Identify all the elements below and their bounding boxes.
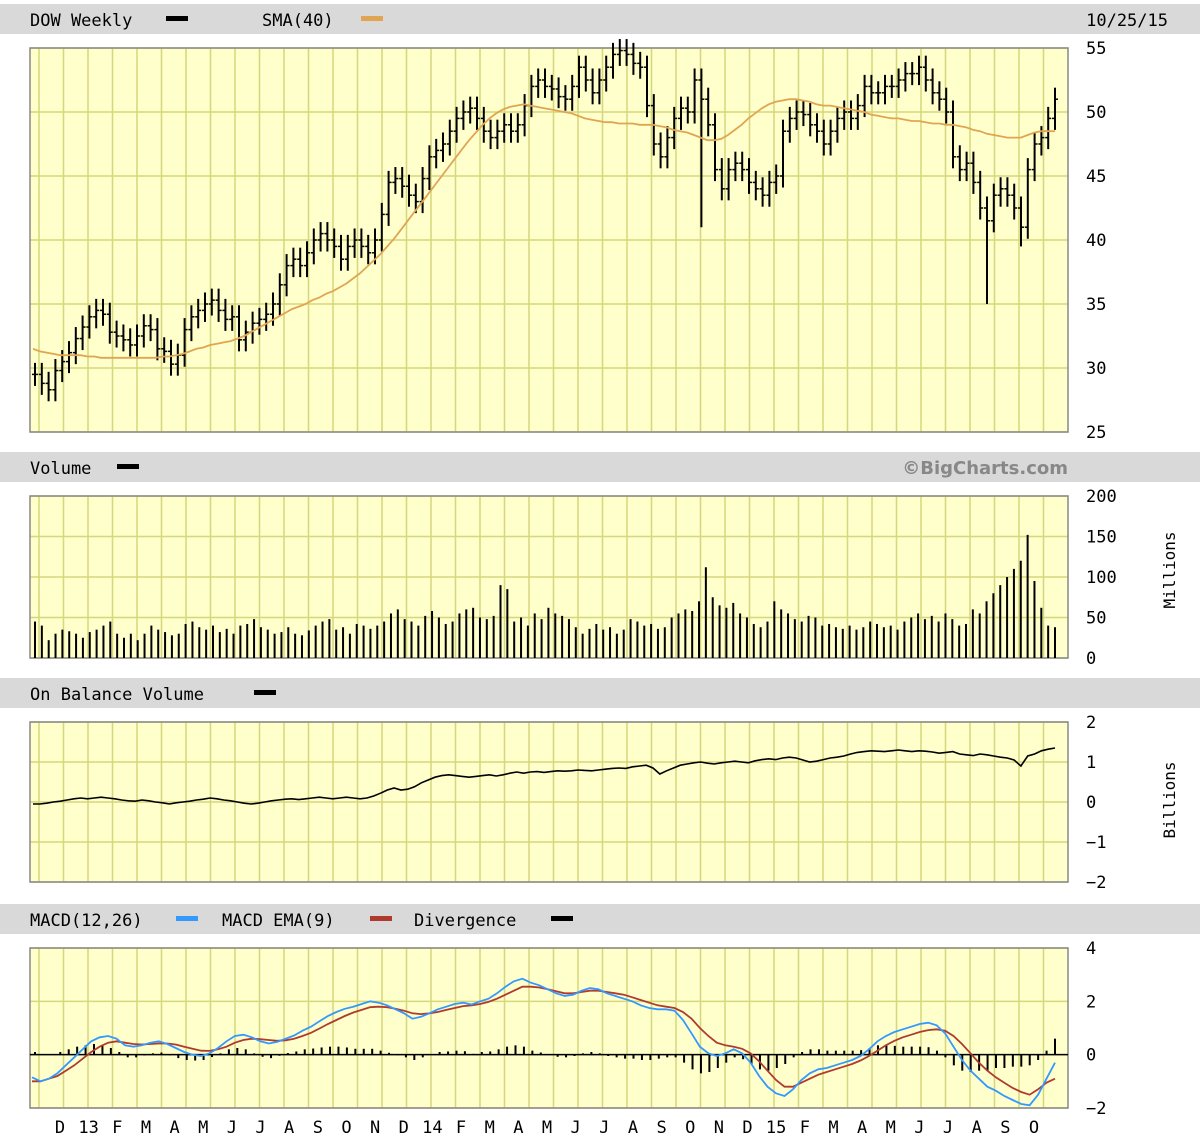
macd-legend-swatch — [176, 916, 198, 921]
x-axis-label: J — [227, 1118, 237, 1138]
obv-y-tick-label: 1 — [1086, 753, 1096, 773]
obv-units-label: Billions — [1160, 761, 1179, 838]
x-axis-label: D — [742, 1118, 752, 1138]
x-axis-label: F — [800, 1118, 810, 1138]
x-axis-label: N — [714, 1118, 724, 1138]
x-axis-label: J — [943, 1118, 953, 1138]
price-y-tick-label: 40 — [1086, 231, 1106, 251]
divergence-label: Divergence — [414, 911, 516, 931]
panel-headers: DOW Weekly SMA(40) 10/25/15 Volume ©BigC… — [0, 4, 1200, 934]
macd-frame — [29, 947, 1069, 1109]
x-axis-label: A — [972, 1118, 982, 1138]
volume-y-tick-label: 200 — [1086, 487, 1117, 507]
x-axis-label: F — [456, 1118, 466, 1138]
x-axis-label: J — [571, 1118, 581, 1138]
price-y-tick-label: 45 — [1086, 167, 1106, 187]
volume-y-tick-label: 150 — [1086, 528, 1117, 548]
obv-label: On Balance Volume — [30, 685, 204, 705]
obv-y-tick-label: −1 — [1086, 833, 1106, 853]
obv-y-tick-label: −2 — [1086, 873, 1106, 893]
obv-header-bar — [0, 678, 1200, 708]
x-axis-label: A — [513, 1118, 523, 1138]
obv-y-tick-label: 0 — [1086, 793, 1096, 813]
x-axis-label: 14 — [422, 1118, 442, 1138]
x-axis-label: 15 — [766, 1118, 786, 1138]
volume-label: Volume — [30, 459, 91, 479]
x-axis-label: A — [628, 1118, 638, 1138]
x-axis-label: A — [169, 1118, 179, 1138]
x-axis-label: J — [914, 1118, 924, 1138]
x-axis-label: S — [313, 1118, 323, 1138]
macd-ema-legend-swatch — [370, 916, 392, 921]
sma-line — [32, 98, 1055, 359]
obv-y-tick-label: 2 — [1086, 713, 1096, 733]
price-y-tick-label: 25 — [1086, 423, 1106, 443]
x-axis-label: 13 — [78, 1118, 98, 1138]
divergence-legend-swatch — [551, 916, 573, 921]
macd-y-tick-label: 2 — [1086, 992, 1096, 1012]
x-axis-label: J — [255, 1118, 265, 1138]
macd-ema-label: MACD EMA(9) — [222, 911, 335, 931]
macd-label: MACD(12,26) — [30, 911, 143, 931]
chart-date: 10/25/15 — [1086, 11, 1168, 31]
macd-plot-area — [29, 947, 1069, 1109]
macd-ema-line — [32, 985, 1056, 1096]
x-axis-label: A — [857, 1118, 867, 1138]
x-axis-label: S — [656, 1118, 666, 1138]
x-axis-label: A — [284, 1118, 294, 1138]
watermark: ©BigCharts.com — [902, 458, 1068, 479]
x-axis-label: D — [399, 1118, 409, 1138]
volume-y-tick-label: 0 — [1086, 649, 1096, 669]
grid-lines — [29, 47, 1069, 1109]
obv-frame — [29, 721, 1069, 883]
x-axis-label: F — [112, 1118, 122, 1138]
price-y-tick-label: 50 — [1086, 103, 1106, 123]
volume-units-label: Millions — [1160, 531, 1179, 608]
macd-line — [31, 977, 1056, 1107]
x-axis-label: D — [55, 1118, 65, 1138]
volume-header-bar — [0, 452, 1200, 482]
sma-legend-swatch — [361, 16, 383, 21]
sma-label: SMA(40) — [262, 11, 334, 31]
obv-legend-swatch — [254, 690, 276, 695]
macd-y-tick-label: −2 — [1086, 1099, 1106, 1119]
macd-header-bar — [0, 904, 1200, 934]
x-axis-label: N — [370, 1118, 380, 1138]
price-y-tick-label: 35 — [1086, 295, 1106, 315]
x-axis-label: M — [141, 1118, 151, 1138]
chart-marks — [30, 39, 1068, 1107]
x-axis-label: M — [886, 1118, 896, 1138]
macd-y-tick-label: 0 — [1086, 1046, 1096, 1066]
x-axis-label: M — [198, 1118, 208, 1138]
x-axis-label: J — [599, 1118, 609, 1138]
volume-y-tick-label: 50 — [1086, 609, 1106, 629]
x-axis-label: O — [1029, 1118, 1039, 1138]
obv-line — [33, 747, 1056, 805]
price-frame — [29, 47, 1069, 433]
symbol-legend-swatch — [166, 16, 188, 21]
price-header-bar — [0, 4, 1200, 34]
price-y-tick-label: 30 — [1086, 359, 1106, 379]
price-y-tick-label: 55 — [1086, 39, 1106, 59]
x-axis-label: S — [1000, 1118, 1010, 1138]
volume-y-tick-label: 100 — [1086, 568, 1117, 588]
x-axis-label: O — [685, 1118, 695, 1138]
x-axis-label: M — [828, 1118, 838, 1138]
x-axis-label: O — [341, 1118, 351, 1138]
symbol-label: DOW Weekly — [30, 11, 132, 31]
macd-y-tick-label: 4 — [1086, 939, 1096, 959]
x-axis-label: M — [485, 1118, 495, 1138]
x-axis-label: M — [542, 1118, 552, 1138]
volume-legend-swatch — [117, 464, 139, 469]
